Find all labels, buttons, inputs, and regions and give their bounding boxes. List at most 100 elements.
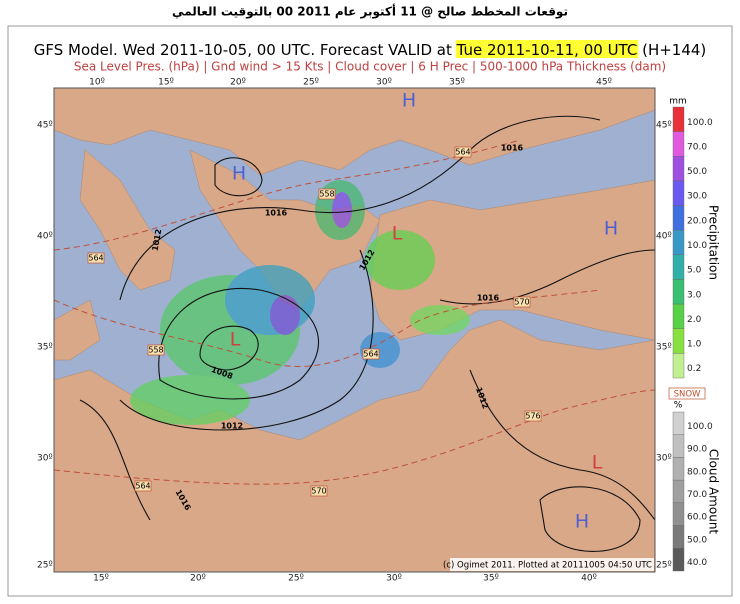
thickness-label: 558	[319, 190, 334, 199]
title-suffix: (H+144)	[637, 41, 706, 59]
precip-swatch	[672, 106, 685, 132]
thickness-label: 564	[455, 148, 470, 157]
credit-bg	[450, 558, 654, 571]
precip-label: 10.0	[687, 241, 707, 251]
snow-label: SNOW	[674, 390, 701, 400]
precip-unit: mm	[669, 97, 687, 107]
isobar-label: 1016	[501, 144, 524, 153]
map	[53, 87, 656, 573]
cloud-unit: %	[674, 401, 683, 411]
lon-label: 35º	[449, 78, 465, 88]
lon-label: 15º	[158, 78, 174, 88]
cloud-swatch	[672, 548, 685, 572]
isobar-label: 1016	[265, 209, 288, 218]
thickness-box	[310, 485, 328, 497]
precip-label: 20.0	[687, 216, 707, 226]
thickness-box	[454, 146, 472, 158]
lat-label: 25º	[656, 561, 672, 571]
thickness-label: 576	[525, 412, 540, 421]
thickness-label: 558	[148, 346, 163, 355]
cloud-swatch	[672, 411, 685, 435]
lat-label: 35º	[656, 343, 672, 353]
high-pressure: H	[604, 218, 618, 240]
high-pressure: H	[575, 511, 589, 533]
lat-label: 45º	[656, 121, 672, 131]
lon-label: 45º	[596, 78, 612, 88]
lat-label: 25º	[37, 561, 53, 571]
lon-label: 25º	[288, 574, 304, 584]
cloud-swatch	[672, 479, 685, 504]
thickness-label: 564	[88, 254, 103, 263]
cloud-swatch	[672, 525, 685, 549]
cloud-label: 100.0	[687, 422, 713, 432]
thickness-box	[87, 252, 105, 264]
cloud-label: 70.0	[687, 490, 707, 500]
precip-swatch	[672, 229, 685, 256]
lat-label: 35º	[37, 343, 53, 353]
title-prefix: GFS Model. Wed 2011-10-05, 00 UTC. Forec…	[34, 41, 457, 59]
thickness-box	[134, 480, 152, 492]
isobar-label: 1012	[151, 228, 164, 251]
lon-label: 35º	[483, 574, 499, 584]
lat-label: 40º	[37, 232, 53, 242]
cloud-label: 40.0	[687, 558, 707, 568]
title-highlight	[455, 40, 639, 58]
isobar-label: 1012	[221, 422, 243, 431]
isobar-label: 1016	[477, 294, 500, 303]
cloud-title: Cloud Amount	[707, 449, 721, 535]
lon-label: 40º	[581, 574, 597, 584]
thickness-label: 570	[311, 487, 326, 496]
precip-swatch	[672, 254, 685, 280]
lat-label: 45º	[37, 121, 53, 131]
thickness-box	[524, 410, 542, 422]
precip-label: 70.0	[687, 142, 707, 152]
lon-label: 20º	[230, 78, 246, 88]
thickness-box	[362, 348, 380, 360]
cloud-label: 90.0	[687, 445, 707, 455]
thickness-label: 564	[135, 482, 150, 491]
credit: (c) Ogimet 2011. Plotted at 20111005 04:…	[443, 561, 652, 571]
thickness-box	[513, 296, 531, 308]
precip-label: 100.0	[687, 118, 713, 128]
precip-swatch	[672, 353, 685, 379]
precip-title: Precipitation	[707, 205, 721, 280]
lon-label: 20º	[190, 574, 206, 584]
precip-label: 2.0	[687, 315, 702, 325]
lat-label: 30º	[656, 454, 672, 464]
cloud-swatch	[672, 434, 685, 458]
lon-label: 25º	[303, 78, 319, 88]
precip-label: 5.0	[687, 266, 702, 276]
high-pressure: H	[232, 163, 246, 185]
map-frame	[53, 87, 656, 573]
precip-label: 3.0	[687, 290, 702, 300]
cloud-swatch	[672, 502, 685, 526]
lon-label: 30º	[376, 78, 392, 88]
lon-label: 30º	[386, 574, 402, 584]
high-pressure: H	[402, 90, 416, 112]
precip-label: 1.0	[687, 340, 702, 350]
cloud-label: 60.0	[687, 513, 707, 523]
thickness-box	[147, 344, 165, 356]
precip-swatch	[672, 279, 685, 305]
subtitle: Sea Level Pres. (hPa) | Gnd wind > 15 Kt…	[74, 60, 666, 74]
title-valid: Tue 2011-10-11, 00 UTC	[456, 41, 638, 59]
precip-swatch	[672, 180, 685, 206]
precip-label: 50.0	[687, 167, 707, 177]
low-pressure: L	[592, 452, 603, 474]
lat-label: 40º	[656, 232, 672, 242]
precip-swatch	[672, 205, 685, 231]
lon-label: 15º	[93, 574, 109, 584]
precip-swatch	[672, 328, 685, 354]
precip-label: 0.2	[687, 364, 701, 374]
title: GFS Model. Wed 2011-10-05, 00 UTC. Forec…	[34, 41, 707, 59]
lat-label: 30º	[37, 454, 53, 464]
precip-label: 30.0	[687, 192, 707, 202]
snow-box	[668, 387, 706, 400]
thickness-label: 570	[514, 298, 529, 307]
thickness-label: 564	[363, 350, 378, 359]
header: توقعات المخطط صالح @ 11 أكتوبر عام 2011 …	[172, 4, 568, 20]
precip-swatch	[672, 131, 685, 157]
thickness-box	[318, 188, 336, 200]
precip-swatch	[672, 303, 685, 329]
